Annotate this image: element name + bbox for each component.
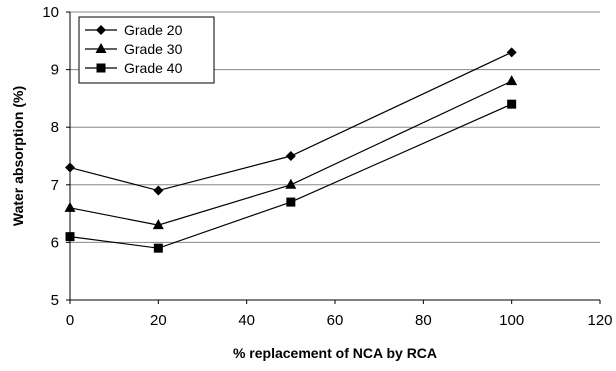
series-grade-20 — [65, 47, 517, 196]
x-tick-label: 80 — [415, 312, 432, 329]
y-tick-label: 7 — [51, 177, 59, 194]
legend-marker-triangle — [95, 43, 107, 53]
data-point-square — [507, 99, 517, 109]
y-tick-label: 8 — [51, 119, 59, 136]
series-line — [69, 51, 512, 192]
legend-label: Grade 20 — [124, 22, 183, 38]
legend-item: Grade 20 — [85, 22, 183, 38]
series-line — [69, 103, 512, 249]
series-grade-30 — [64, 75, 518, 230]
data-point-square — [65, 232, 75, 242]
axes — [69, 12, 600, 301]
series-line — [69, 80, 512, 226]
legend-item: Grade 40 — [85, 60, 183, 76]
legend-marker-diamond — [96, 25, 106, 35]
series — [64, 47, 518, 253]
y-tick-label: 5 — [51, 292, 59, 309]
y-tick-label: 10 — [42, 4, 59, 21]
data-point-square — [153, 243, 163, 253]
data-point-diamond — [506, 47, 517, 58]
x-tick-label: 120 — [587, 312, 612, 329]
gridlines — [66, 11, 601, 304]
x-tick-label: 0 — [66, 312, 74, 329]
data-point-diamond — [153, 185, 164, 196]
y-tick-label: 9 — [51, 62, 59, 79]
legend-label: Grade 40 — [124, 60, 183, 76]
data-point-square — [286, 197, 296, 207]
legend: Grade 20 Grade 30 Grade 40 — [78, 16, 215, 84]
x-tick-label: 40 — [238, 312, 255, 329]
legend-marker-square — [96, 63, 106, 73]
x-axis-label: % replacement of NCA by RCA — [233, 345, 437, 361]
x-tick-label: 60 — [327, 312, 344, 329]
data-point-triangle — [285, 178, 297, 189]
data-point-triangle — [152, 219, 164, 230]
data-point-diamond — [65, 162, 75, 173]
x-tick-label: 20 — [150, 312, 167, 329]
legend-label: Grade 30 — [124, 41, 183, 57]
data-point-diamond — [285, 151, 296, 161]
series-grade-40 — [65, 99, 517, 253]
y-axis-label: Water absorption (%) — [10, 86, 26, 226]
legend-item: Grade 30 — [85, 41, 183, 57]
data-point-triangle — [64, 201, 76, 212]
x-tick-label: 100 — [499, 312, 524, 329]
y-tick-label: 6 — [51, 234, 59, 251]
data-point-triangle — [506, 75, 518, 86]
